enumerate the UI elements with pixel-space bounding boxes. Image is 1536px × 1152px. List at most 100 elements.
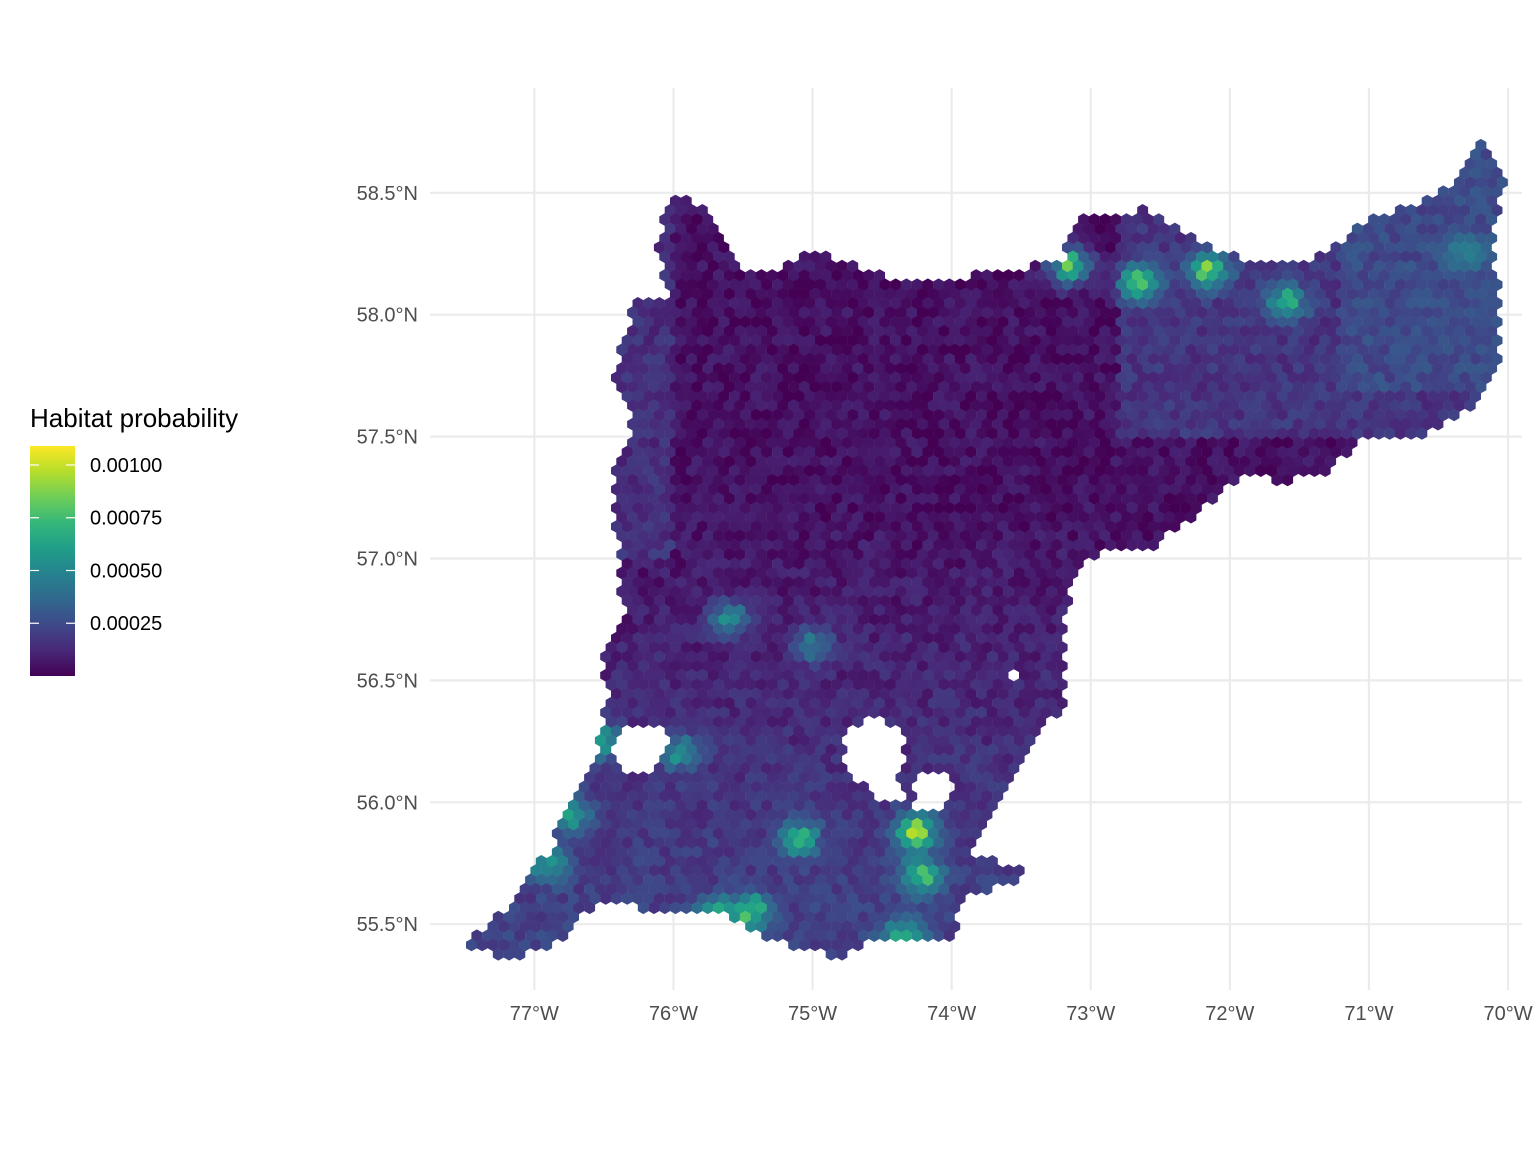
hex-cell bbox=[1088, 231, 1100, 245]
hex-cell bbox=[809, 269, 821, 282]
hex-cell bbox=[1137, 204, 1149, 217]
hex-cell bbox=[847, 483, 859, 496]
hex-cell bbox=[852, 808, 864, 822]
hex-cell bbox=[831, 882, 843, 896]
hex-cell bbox=[900, 464, 912, 477]
hex-cell bbox=[1147, 241, 1159, 254]
hex-cell bbox=[1207, 324, 1218, 338]
hex-cell bbox=[1164, 492, 1175, 505]
hex-cell bbox=[1158, 241, 1170, 254]
hex-cell bbox=[621, 799, 633, 812]
hex-cell bbox=[1314, 250, 1326, 264]
hex-cell bbox=[1276, 390, 1288, 403]
hex-cell bbox=[788, 473, 800, 487]
hex-cell bbox=[1357, 362, 1369, 375]
hex-cell bbox=[734, 269, 746, 282]
hex-cell bbox=[831, 771, 843, 784]
hex-cell bbox=[831, 752, 843, 766]
hex-cell bbox=[981, 603, 993, 617]
hex-cell bbox=[627, 492, 638, 505]
hex-cell bbox=[1249, 324, 1261, 338]
hex-cell bbox=[1045, 548, 1057, 561]
hex-cell bbox=[1153, 213, 1165, 226]
hex-cell bbox=[933, 464, 945, 477]
hex-cell bbox=[713, 641, 724, 654]
hex-cell bbox=[1319, 445, 1331, 459]
hex-cell bbox=[852, 417, 864, 431]
hex-cell bbox=[1335, 380, 1347, 394]
hex-cell bbox=[761, 315, 773, 329]
hex-cell bbox=[917, 510, 928, 524]
hex-cell bbox=[884, 343, 896, 357]
hex-cell bbox=[1137, 408, 1149, 422]
hex-cell bbox=[766, 752, 778, 766]
hex-cell bbox=[648, 827, 660, 840]
hex-cell bbox=[906, 529, 918, 543]
hex-cell bbox=[858, 464, 869, 477]
hex-cell bbox=[1411, 269, 1422, 282]
hex-cell bbox=[788, 287, 800, 301]
hex-cell bbox=[761, 445, 773, 459]
hex-cell bbox=[702, 566, 714, 580]
hex-cell bbox=[1008, 724, 1020, 738]
hex-cell bbox=[1115, 315, 1127, 329]
hex-cell bbox=[729, 706, 741, 719]
hex-cell bbox=[938, 380, 950, 394]
hex-cell bbox=[1142, 231, 1154, 245]
hex-cell bbox=[1394, 315, 1406, 329]
hex-cell bbox=[530, 920, 542, 933]
hex-cell bbox=[659, 603, 671, 617]
hex-cell bbox=[718, 799, 730, 812]
hex-cell bbox=[1223, 297, 1234, 310]
hex-cell bbox=[868, 910, 880, 924]
hex-cell bbox=[605, 752, 617, 766]
hex-cell bbox=[1464, 306, 1476, 319]
hex-cell bbox=[611, 799, 622, 812]
hex-cell bbox=[1443, 287, 1455, 301]
hex-cell bbox=[981, 771, 993, 784]
hex-cell bbox=[1126, 501, 1138, 515]
hex-cell bbox=[680, 343, 692, 357]
hex-cell bbox=[820, 324, 832, 338]
hex-cell bbox=[1153, 436, 1165, 450]
hex-cell bbox=[874, 603, 885, 617]
hex-cell bbox=[1394, 297, 1406, 310]
hex-cell bbox=[1400, 213, 1412, 226]
hex-cell bbox=[884, 603, 896, 617]
hex-cell bbox=[621, 594, 633, 608]
hex-cell bbox=[992, 566, 1004, 580]
hex-cell bbox=[884, 566, 896, 580]
hex-cell bbox=[1330, 427, 1342, 440]
hex-cell bbox=[981, 399, 993, 412]
hex-cell bbox=[551, 864, 563, 877]
hex-cell bbox=[739, 669, 751, 682]
hex-cell bbox=[1201, 483, 1213, 496]
hex-cell bbox=[841, 938, 853, 952]
hex-cell bbox=[1260, 455, 1272, 468]
hex-cell bbox=[798, 362, 810, 375]
hex-cell bbox=[1040, 483, 1052, 496]
hex-cell bbox=[637, 492, 649, 505]
hex-cell bbox=[884, 622, 896, 636]
hex-cell bbox=[1378, 399, 1390, 412]
hex-cell bbox=[911, 334, 923, 347]
hex-cell bbox=[1024, 678, 1036, 691]
hex-cell bbox=[723, 845, 735, 859]
hex-cell bbox=[1169, 445, 1181, 459]
hex-cell bbox=[900, 743, 912, 756]
hex-cell bbox=[761, 687, 773, 701]
hex-cell bbox=[1072, 538, 1084, 552]
hex-cell bbox=[1217, 380, 1229, 394]
hex-cell bbox=[1142, 417, 1154, 431]
hex-cell bbox=[713, 622, 724, 636]
hex-cell bbox=[1411, 324, 1422, 338]
hex-cell bbox=[831, 789, 843, 803]
hex-cell bbox=[1045, 566, 1057, 580]
hex-cell bbox=[1126, 222, 1138, 236]
hex-cell bbox=[1147, 222, 1159, 236]
hex-cell bbox=[1228, 324, 1240, 338]
hex-cell bbox=[1045, 529, 1057, 543]
hex-cell bbox=[659, 250, 671, 264]
hex-cell bbox=[938, 808, 950, 822]
hex-cell bbox=[1137, 259, 1149, 273]
